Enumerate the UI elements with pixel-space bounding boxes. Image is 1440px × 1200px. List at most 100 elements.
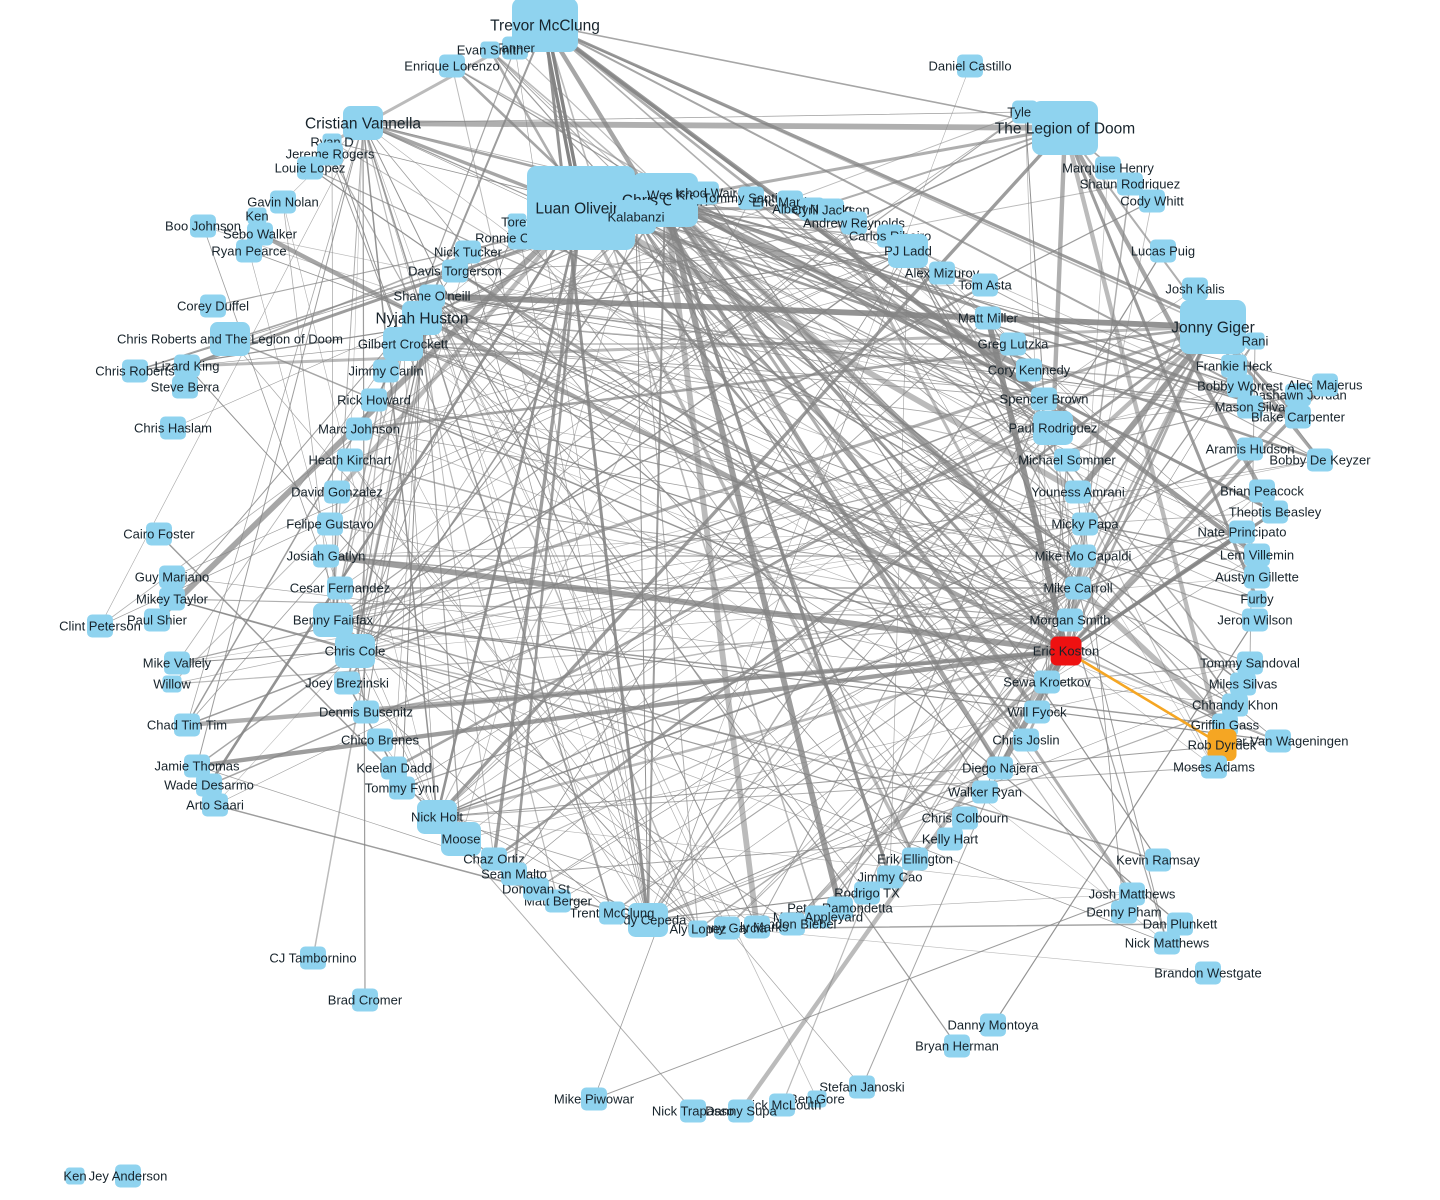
svg-text:Trevor McClung: Trevor McClung (490, 17, 600, 34)
svg-text:Jeron Wilson: Jeron Wilson (1217, 612, 1292, 627)
svg-text:Chris Joslin: Chris Joslin (992, 732, 1059, 747)
svg-text:Rob Dyrdek: Rob Dyrdek (1188, 737, 1257, 752)
svg-text:Diego Najera: Diego Najera (962, 760, 1039, 775)
svg-text:Frankie Heck: Frankie Heck (1196, 358, 1273, 373)
svg-text:Nick Matthews: Nick Matthews (1125, 935, 1210, 950)
svg-text:Guy Mariano: Guy Mariano (135, 569, 209, 584)
svg-text:David Gonzalez: David Gonzalez (291, 484, 383, 499)
svg-text:Alec Majerus: Alec Majerus (1287, 377, 1363, 392)
svg-text:Jey Anderson: Jey Anderson (89, 1168, 168, 1183)
svg-text:Jimmy Carlin: Jimmy Carlin (348, 363, 423, 378)
svg-text:Danny Montoya: Danny Montoya (947, 1017, 1039, 1032)
svg-text:CJ Tambornino: CJ Tambornino (269, 950, 356, 965)
svg-text:Austyn Gillette: Austyn Gillette (1215, 569, 1299, 584)
svg-text:Ryan Pearce: Ryan Pearce (211, 243, 286, 258)
svg-text:Brian Peacock: Brian Peacock (1220, 483, 1304, 498)
svg-text:Michael Sommer: Michael Sommer (1018, 452, 1116, 467)
svg-text:Evan Smith: Evan Smith (457, 42, 523, 57)
svg-text:Sewa Kroetkov: Sewa Kroetkov (1003, 674, 1091, 689)
svg-text:Benny Fairfax: Benny Fairfax (293, 612, 374, 627)
svg-text:Lucas Puig: Lucas Puig (1131, 243, 1195, 258)
svg-text:Sean Malto: Sean Malto (481, 866, 547, 881)
svg-text:Tommy Sandoval: Tommy Sandoval (1200, 655, 1300, 670)
svg-text:Felipe Gustavo: Felipe Gustavo (286, 516, 373, 531)
svg-text:Cesar Fernandez: Cesar Fernandez (290, 580, 390, 595)
svg-text:Dennis Busenitz: Dennis Busenitz (319, 704, 413, 719)
svg-text:Josiah Gatlyn: Josiah Gatlyn (287, 548, 366, 563)
svg-text:Gilbert Crockett: Gilbert Crockett (358, 336, 449, 351)
svg-text:Morgan Smith: Morgan Smith (1030, 612, 1111, 627)
svg-text:Gavin Nolan: Gavin Nolan (247, 194, 319, 209)
svg-text:Mike Mo Capaldi: Mike Mo Capaldi (1035, 548, 1132, 563)
svg-text:Paul Rodriguez: Paul Rodriguez (1009, 420, 1098, 435)
svg-text:Heath Kirchart: Heath Kirchart (308, 452, 391, 467)
svg-text:Wade Desarmo: Wade Desarmo (164, 777, 254, 792)
svg-text:Mike Carroll: Mike Carroll (1043, 580, 1112, 595)
svg-text:Chris Cole: Chris Cole (325, 643, 386, 658)
svg-text:Theotis Beasley: Theotis Beasley (1229, 504, 1322, 519)
svg-text:Ken: Ken (245, 208, 268, 223)
svg-text:Marc Johnson: Marc Johnson (318, 421, 400, 436)
svg-text:Youness Amrani: Youness Amrani (1031, 484, 1125, 499)
svg-text:Mike Piwowar: Mike Piwowar (554, 1091, 635, 1106)
svg-text:Davis Torgerson: Davis Torgerson (408, 263, 502, 278)
svg-text:Cristian Vannella: Cristian Vannella (305, 115, 421, 132)
svg-text:Nyjah Huston: Nyjah Huston (375, 310, 468, 327)
svg-text:Rick Howard: Rick Howard (337, 392, 411, 407)
svg-text:Cody Whitt: Cody Whitt (1120, 193, 1184, 208)
svg-text:Tom Asta: Tom Asta (958, 277, 1012, 292)
svg-text:Cairo Foster: Cairo Foster (123, 526, 195, 541)
svg-text:Lizard King: Lizard King (154, 358, 219, 373)
svg-text:Eric Koston: Eric Koston (1033, 643, 1099, 658)
svg-text:Chris Haslam: Chris Haslam (134, 420, 212, 435)
svg-text:Miles Silvas: Miles Silvas (1209, 676, 1278, 691)
svg-text:Dan Plunkett: Dan Plunkett (1143, 916, 1218, 931)
svg-text:Moose: Moose (441, 831, 480, 846)
svg-text:Matt Miller: Matt Miller (958, 310, 1019, 325)
svg-text:Rani: Rani (1242, 333, 1269, 348)
svg-text:Greg Lutzka: Greg Lutzka (978, 336, 1050, 351)
svg-text:Chad Tim Tim: Chad Tim Tim (147, 717, 227, 732)
svg-text:Marquise Henry: Marquise Henry (1062, 160, 1154, 175)
svg-text:Moses Adams: Moses Adams (1173, 759, 1255, 774)
svg-text:Willow: Willow (153, 676, 191, 691)
svg-text:Steve Berra: Steve Berra (151, 379, 220, 394)
svg-text:PJ Ladd: PJ Ladd (884, 243, 932, 258)
svg-text:Furby: Furby (1240, 591, 1274, 606)
svg-text:Daniel Castillo: Daniel Castillo (928, 58, 1011, 73)
svg-text:Enrique Lorenzo: Enrique Lorenzo (404, 58, 499, 73)
svg-text:Tommy Fynn: Tommy Fynn (365, 780, 439, 795)
svg-text:Keelan Dadd: Keelan Dadd (356, 760, 431, 775)
svg-text:Chris Roberts and The Legion o: Chris Roberts and The Legion of Doom (117, 331, 343, 346)
svg-text:Erik Ellington: Erik Ellington (877, 851, 953, 866)
svg-text:Chris Colbourn: Chris Colbourn (922, 810, 1009, 825)
svg-text:Arto Saari: Arto Saari (186, 797, 244, 812)
svg-text:Josh Kalis: Josh Kalis (1165, 281, 1225, 296)
svg-text:Spencer Brown: Spencer Brown (1000, 391, 1089, 406)
svg-text:Chhandy Khon: Chhandy Khon (1192, 697, 1278, 712)
svg-text:Kalabanzi: Kalabanzi (607, 209, 664, 224)
svg-text:Josh Matthews: Josh Matthews (1089, 886, 1176, 901)
svg-text:Shaun Rodriquez: Shaun Rodriquez (1080, 176, 1180, 191)
svg-text:Micky Papa: Micky Papa (1051, 516, 1119, 531)
svg-text:Cory Kennedy: Cory Kennedy (988, 362, 1071, 377)
svg-text:Louie Lopez: Louie Lopez (275, 160, 346, 175)
svg-text:Ken: Ken (63, 1168, 86, 1183)
svg-text:Blake Carpenter: Blake Carpenter (1251, 409, 1346, 424)
svg-text:Will Fyock: Will Fyock (1007, 704, 1067, 719)
svg-text:Mikey Taylor: Mikey Taylor (136, 591, 209, 606)
svg-text:Brandon Westgate: Brandon Westgate (1154, 965, 1261, 980)
svg-text:Corey Duffel: Corey Duffel (177, 298, 249, 313)
svg-text:Kelly Hart: Kelly Hart (922, 831, 979, 846)
svg-text:Jamie Thomas: Jamie Thomas (154, 758, 240, 773)
svg-text:Bobby De Keyzer: Bobby De Keyzer (1269, 452, 1371, 467)
svg-text:Walker Ryan: Walker Ryan (948, 784, 1022, 799)
svg-text:Sebo Walker: Sebo Walker (223, 226, 298, 241)
svg-text:Nate Principato: Nate Principato (1198, 524, 1287, 539)
svg-text:Brad Cromer: Brad Cromer (328, 992, 403, 1007)
svg-text:Chico Brenes: Chico Brenes (341, 732, 420, 747)
svg-text:Lem Villemin: Lem Villemin (1220, 547, 1294, 562)
svg-text:Clint Peterson: Clint Peterson (59, 618, 141, 633)
svg-text:Nick Tucker: Nick Tucker (434, 244, 503, 259)
svg-text:Mike Vallely: Mike Vallely (143, 655, 212, 670)
